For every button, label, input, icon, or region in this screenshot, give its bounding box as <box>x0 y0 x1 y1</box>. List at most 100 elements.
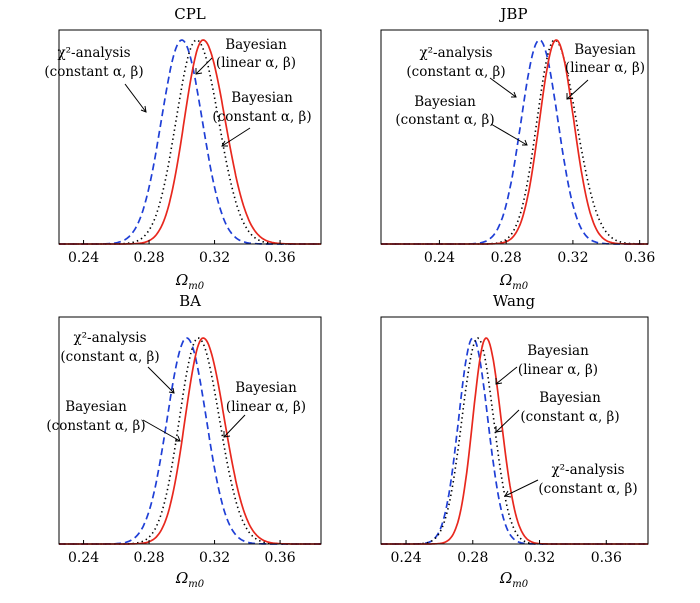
arrow-head <box>223 431 231 438</box>
arrow <box>504 479 539 497</box>
svg-text:(linear α, β): (linear α, β) <box>226 399 306 415</box>
x-tick-label: 0.36 <box>624 250 655 266</box>
arrow-head <box>140 105 147 113</box>
x-tick-label: 0.28 <box>133 550 164 566</box>
arrow-head <box>522 139 528 146</box>
svg-text:(constant α, β): (constant α, β) <box>520 409 619 425</box>
annotation-chi2: χ²-analysis (constant α, β) <box>60 330 159 365</box>
panel-jbp: JBP 0.24 0.28 0.32 0.36 Ωm0 χ²-analysis (co… <box>380 5 655 292</box>
plot-frame <box>380 316 649 545</box>
x-tick-label: 0.28 <box>133 250 164 266</box>
x-tick-label: 0.32 <box>199 550 230 566</box>
svg-text:Bayesian: Bayesian <box>65 399 127 415</box>
arrow <box>142 419 181 442</box>
annotation-bayesian-linear: Bayesian (linear α, β) <box>226 380 306 415</box>
svg-text:Bayesian: Bayesian <box>527 343 589 359</box>
svg-text:Bayesian: Bayesian <box>574 42 636 58</box>
arrow <box>566 79 589 100</box>
arrow <box>495 366 518 385</box>
annotation-bayesian-constant: Bayesian (constant α, β) <box>212 90 311 125</box>
x-tick-label: 0.24 <box>68 250 99 266</box>
x-tick-label: 0.36 <box>591 550 622 566</box>
svg-text:(constant α, β): (constant α, β) <box>406 64 505 80</box>
x-ticks: 0.24 0.28 0.32 0.36 <box>68 540 296 566</box>
svg-text:(linear α, β): (linear α, β) <box>518 362 598 378</box>
svg-text:χ²-analysis: χ²-analysis <box>551 462 624 478</box>
arrow <box>223 414 246 438</box>
plot-area <box>59 337 321 545</box>
svg-text:Bayesian: Bayesian <box>539 390 601 406</box>
annotation-bayesian-constant: Bayesian (constant α, β) <box>520 390 619 425</box>
svg-text:(linear α, β): (linear α, β) <box>216 55 296 71</box>
annotation-chi2: χ²-analysis (constant α, β) <box>406 45 505 80</box>
arrow-head <box>175 435 181 442</box>
svg-text:(constant α, β): (constant α, β) <box>212 109 311 125</box>
arrow <box>495 409 520 433</box>
arrow-head <box>495 378 503 385</box>
x-tick-label: 0.32 <box>524 550 555 566</box>
panel-title: CPL <box>174 5 206 23</box>
panel-title: Wang <box>493 292 536 310</box>
arrow <box>124 83 147 113</box>
svg-text:χ²-analysis: χ²-analysis <box>57 45 130 61</box>
plot-frame <box>58 29 322 245</box>
annotation-bayesian-linear: Bayesian (linear α, β) <box>518 343 598 378</box>
series-bayesian-constant <box>59 337 321 545</box>
x-axis-label: Ωm0 <box>175 271 205 292</box>
arrow-head <box>195 68 203 75</box>
annotation-bayesian-constant: Bayesian (constant α, β) <box>395 94 494 128</box>
panel-title: JBP <box>498 5 527 23</box>
svg-text:χ²-analysis: χ²-analysis <box>73 330 146 346</box>
svg-text:Bayesian: Bayesian <box>225 37 287 53</box>
arrow-head <box>495 426 503 433</box>
annotation-chi2: χ²-analysis (constant α, β) <box>44 45 143 80</box>
x-ticks: 0.24 0.28 0.32 0.36 <box>424 240 655 266</box>
series-bayesian-linear <box>59 337 321 545</box>
x-axis-label: Ωm0 <box>499 569 529 590</box>
x-ticks: 0.24 0.28 0.32 0.36 <box>68 240 296 266</box>
svg-text:(constant α, β): (constant α, β) <box>46 418 145 434</box>
x-tick-label: 0.36 <box>264 550 295 566</box>
panel-title: BA <box>179 292 201 310</box>
arrow <box>195 57 213 75</box>
x-tick-label: 0.24 <box>68 550 99 566</box>
series-chi2-constant <box>59 337 321 545</box>
arrow <box>221 127 251 147</box>
annotation-chi2: χ²-analysis (constant α, β) <box>538 462 637 497</box>
x-tick-label: 0.28 <box>491 250 522 266</box>
arrow <box>147 366 175 394</box>
arrow-head <box>511 91 517 98</box>
arrow-head <box>566 93 574 100</box>
arrow-head <box>221 140 228 147</box>
x-tick-label: 0.32 <box>199 250 230 266</box>
svg-text:(constant α, β): (constant α, β) <box>538 481 637 497</box>
panel-cpl: CPL 0.24 0.28 0.32 0.36 Ωm0 χ²-analysis (co… <box>44 5 322 292</box>
x-tick-label: 0.24 <box>390 550 421 566</box>
annotation-bayesian-linear: Bayesian (linear α, β) <box>565 42 645 76</box>
annotation-bayesian-linear: Bayesian (linear α, β) <box>216 37 296 71</box>
x-tick-label: 0.36 <box>264 250 295 266</box>
svg-text:Bayesian: Bayesian <box>231 90 293 106</box>
arrow <box>489 77 517 98</box>
svg-text:Bayesian: Bayesian <box>414 94 476 110</box>
svg-text:Bayesian: Bayesian <box>235 380 297 396</box>
svg-text:(constant α, β): (constant α, β) <box>44 64 143 80</box>
panel-ba: BA 0.24 0.28 0.32 0.36 Ωm0 χ²-analysis (con… <box>46 292 322 590</box>
plot-frame <box>380 29 649 245</box>
svg-text:(constant α, β): (constant α, β) <box>395 112 494 128</box>
arrow-head <box>168 387 175 394</box>
series-bayesian-constant <box>381 39 648 245</box>
x-axis-label: Ωm0 <box>499 271 529 292</box>
x-axis-label: Ωm0 <box>175 569 205 590</box>
arrow-head <box>504 490 512 498</box>
x-tick-label: 0.32 <box>557 250 588 266</box>
svg-text:(constant α, β): (constant α, β) <box>60 349 159 365</box>
panel-wang: Wang 0.24 0.28 0.32 0.36 Ωm0 Bayesian (line… <box>380 292 649 590</box>
svg-text:χ²-analysis: χ²-analysis <box>419 45 492 61</box>
annotation-bayesian-constant: Bayesian (constant α, β) <box>46 399 145 434</box>
x-tick-label: 0.24 <box>424 250 455 266</box>
plot-frame <box>58 316 322 545</box>
arrow <box>490 123 528 146</box>
x-ticks: 0.24 0.28 0.32 0.36 <box>390 540 622 566</box>
